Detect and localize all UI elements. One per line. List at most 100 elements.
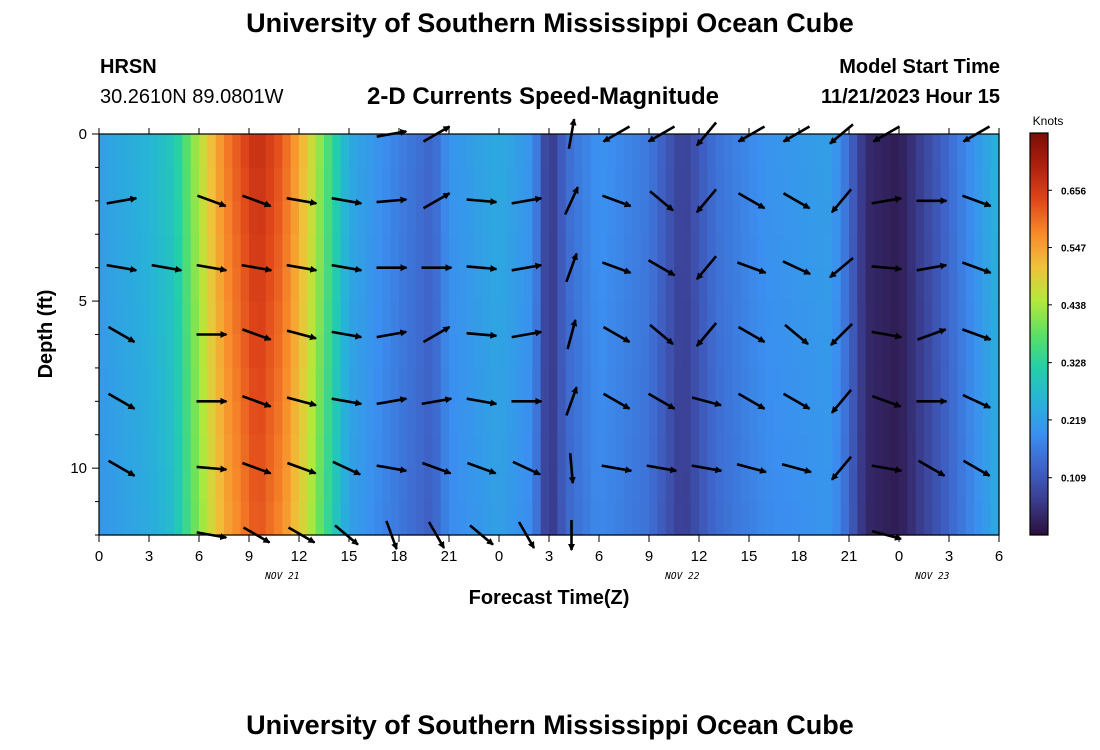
heatmap-cell bbox=[307, 468, 317, 503]
heatmap-cell bbox=[865, 234, 875, 269]
heatmap-cell bbox=[449, 234, 458, 269]
current-vector-arrow bbox=[466, 331, 498, 339]
heatmap-cell bbox=[774, 200, 783, 235]
heatmap-cell bbox=[840, 367, 850, 402]
heatmap-cell bbox=[557, 334, 567, 369]
heatmap-cell bbox=[915, 434, 925, 469]
heatmap-cell bbox=[690, 234, 700, 269]
heatmap-cell bbox=[257, 434, 267, 469]
heatmap-cell bbox=[649, 468, 658, 503]
heatmap-cell bbox=[549, 167, 558, 202]
heatmap-cell bbox=[865, 434, 875, 469]
heatmap-cell bbox=[590, 167, 600, 202]
heatmap-cell bbox=[774, 501, 783, 536]
heatmap-cell bbox=[132, 501, 142, 536]
heatmap-cell bbox=[674, 134, 683, 169]
heatmap-cell bbox=[390, 134, 400, 169]
heatmap-cell bbox=[457, 501, 467, 536]
heatmap-cell bbox=[465, 267, 475, 302]
heatmap-cell bbox=[382, 501, 392, 536]
x-tick-label: 6 bbox=[995, 548, 1003, 565]
heatmap-cell bbox=[590, 434, 600, 469]
heatmap-cell bbox=[107, 167, 117, 202]
heatmap-cell bbox=[440, 167, 450, 202]
heatmap-cell bbox=[132, 367, 142, 402]
heatmap-cell bbox=[340, 267, 350, 302]
current-vector-arrow bbox=[106, 263, 138, 273]
heatmap-cell bbox=[407, 301, 417, 336]
heatmap-cell bbox=[824, 501, 833, 536]
heatmap-cell bbox=[232, 434, 242, 469]
heatmap-cell bbox=[824, 167, 833, 202]
heatmap-cell bbox=[249, 501, 258, 536]
heatmap-cell bbox=[640, 167, 650, 202]
heatmap-cell bbox=[807, 468, 817, 503]
heatmap-cell bbox=[882, 267, 892, 302]
heatmap-cell bbox=[765, 134, 775, 169]
heatmap-cell bbox=[532, 234, 542, 269]
heatmap-cell bbox=[349, 301, 358, 336]
heatmap-cell bbox=[840, 434, 850, 469]
heatmap-cell bbox=[940, 401, 950, 436]
heatmap-cell bbox=[315, 401, 325, 436]
heatmap-cell bbox=[715, 401, 725, 436]
heatmap-cell bbox=[932, 401, 942, 436]
heatmap-cell bbox=[549, 267, 558, 302]
heatmap-cell bbox=[699, 367, 708, 402]
heatmap-cell bbox=[132, 401, 142, 436]
heatmap-cell bbox=[832, 234, 842, 269]
heatmap-cell bbox=[615, 234, 625, 269]
heatmap-cell bbox=[107, 434, 117, 469]
heatmap-cell bbox=[590, 200, 600, 235]
heatmap-cell bbox=[524, 401, 533, 436]
current-vector-arrow bbox=[737, 392, 766, 410]
heatmap-cell bbox=[849, 134, 858, 169]
heatmap-cell bbox=[899, 167, 908, 202]
heatmap-cell bbox=[190, 134, 200, 169]
heatmap-cell bbox=[115, 434, 125, 469]
heatmap-cell bbox=[765, 367, 775, 402]
heatmap-cell bbox=[124, 501, 133, 536]
heatmap-cell bbox=[915, 367, 925, 402]
heatmap-cell bbox=[932, 200, 942, 235]
heatmap-cell bbox=[507, 200, 517, 235]
heatmap-cell bbox=[399, 367, 408, 402]
heatmap-cell bbox=[490, 367, 500, 402]
heatmap-cell bbox=[599, 234, 608, 269]
heatmap-cell bbox=[324, 234, 333, 269]
heatmap-cell bbox=[707, 401, 717, 436]
heatmap-cell bbox=[890, 501, 900, 536]
heatmap-cell bbox=[182, 334, 192, 369]
heatmap-cell bbox=[565, 167, 575, 202]
heatmap-cell bbox=[515, 367, 525, 402]
heatmap-cell bbox=[299, 501, 308, 536]
current-vector-arrow bbox=[830, 388, 853, 414]
heatmap-cell bbox=[874, 234, 883, 269]
heatmap-cell bbox=[715, 167, 725, 202]
heatmap-cell bbox=[674, 401, 683, 436]
heatmap-cell bbox=[724, 200, 733, 235]
heatmap-cell bbox=[565, 134, 575, 169]
heatmap-cell bbox=[399, 167, 408, 202]
heatmap-cell bbox=[349, 167, 358, 202]
heatmap-cell bbox=[307, 434, 317, 469]
heatmap-cell bbox=[857, 301, 867, 336]
heatmap-cell bbox=[474, 301, 483, 336]
heatmap-cell bbox=[157, 401, 167, 436]
heatmap-cell bbox=[974, 200, 983, 235]
heatmap-cell bbox=[665, 334, 675, 369]
heatmap-cell bbox=[649, 334, 658, 369]
heatmap-cell bbox=[415, 401, 425, 436]
heatmap-cell bbox=[949, 134, 958, 169]
heatmap-cell bbox=[715, 468, 725, 503]
heatmap-cell bbox=[940, 167, 950, 202]
heatmap-cell bbox=[199, 167, 208, 202]
heatmap-cell bbox=[165, 367, 175, 402]
heatmap-cell bbox=[115, 301, 125, 336]
heatmap-cell bbox=[949, 468, 958, 503]
heatmap-cell bbox=[290, 200, 300, 235]
heatmap-cell bbox=[324, 434, 333, 469]
current-vector-arrow bbox=[565, 252, 578, 283]
current-vector-arrow bbox=[566, 319, 578, 350]
heatmap-cell bbox=[240, 134, 250, 169]
